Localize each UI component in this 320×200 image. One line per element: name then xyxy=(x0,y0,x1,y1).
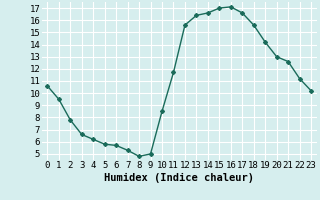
X-axis label: Humidex (Indice chaleur): Humidex (Indice chaleur) xyxy=(104,173,254,183)
